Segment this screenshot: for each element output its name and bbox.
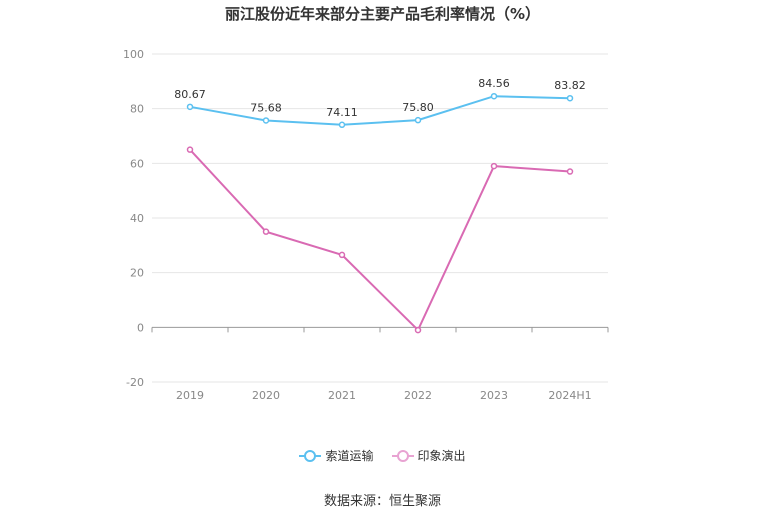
data-point bbox=[566, 168, 574, 175]
data-point bbox=[338, 251, 346, 259]
x-tick-label: 2023 bbox=[480, 389, 508, 402]
series-line-1 bbox=[189, 95, 571, 126]
data-point bbox=[414, 116, 422, 124]
legend-item-performance[interactable]: 印象演出 bbox=[391, 447, 466, 464]
data-label: 75.80 bbox=[402, 101, 434, 114]
y-tick-label: 60 bbox=[130, 157, 144, 170]
legend-line-icon bbox=[391, 449, 414, 462]
y-tick-label: 80 bbox=[130, 103, 144, 116]
y-tick-label: 40 bbox=[130, 212, 144, 225]
data-label: 75.68 bbox=[250, 101, 282, 114]
y-tick-label: 100 bbox=[123, 48, 144, 61]
x-tick-label: 2022 bbox=[404, 389, 432, 402]
data-point bbox=[490, 162, 498, 170]
data-labels: 80.67 75.68 74.11 75.80 84.56 83.82 bbox=[174, 77, 586, 119]
legend: 索道运输 印象演出 bbox=[0, 447, 765, 464]
data-point bbox=[566, 94, 574, 102]
data-point bbox=[338, 121, 346, 129]
series-line-2 bbox=[189, 149, 571, 332]
chart-title: 丽江股份近年来部分主要产品毛利率情况（%） bbox=[224, 5, 541, 23]
x-tick-label: 2024H1 bbox=[548, 389, 591, 402]
data-label: 84.56 bbox=[478, 77, 510, 90]
data-source: 数据来源：恒生聚源 bbox=[323, 494, 441, 509]
x-tick-label: 2019 bbox=[176, 389, 204, 402]
data-point bbox=[186, 103, 194, 111]
y-tick-label: -20 bbox=[126, 376, 144, 389]
x-tick-label: 2021 bbox=[328, 389, 356, 402]
data-point bbox=[262, 117, 270, 124]
data-point bbox=[186, 146, 194, 153]
legend-label-cableway: 索道运输 bbox=[325, 449, 374, 463]
legend-label-performance: 印象演出 bbox=[417, 449, 466, 463]
legend-item-cableway[interactable]: 索道运输 bbox=[299, 447, 374, 464]
data-label: 74.11 bbox=[326, 106, 358, 119]
x-tick-label: 2020 bbox=[252, 389, 280, 402]
data-point bbox=[262, 228, 270, 235]
y-tick-label: 20 bbox=[130, 267, 144, 280]
data-point bbox=[414, 326, 422, 334]
y-tick-label: 0 bbox=[137, 321, 144, 334]
grid-lines bbox=[152, 53, 608, 383]
data-label: 83.82 bbox=[554, 79, 586, 92]
legend-line-icon bbox=[299, 449, 322, 462]
series-lines bbox=[186, 92, 574, 334]
data-point bbox=[490, 92, 498, 100]
axes: -20 0 20 40 60 80 100 2019 2020 2021 2022 2023 2024H… bbox=[123, 48, 609, 402]
data-label: 80.67 bbox=[174, 88, 206, 101]
